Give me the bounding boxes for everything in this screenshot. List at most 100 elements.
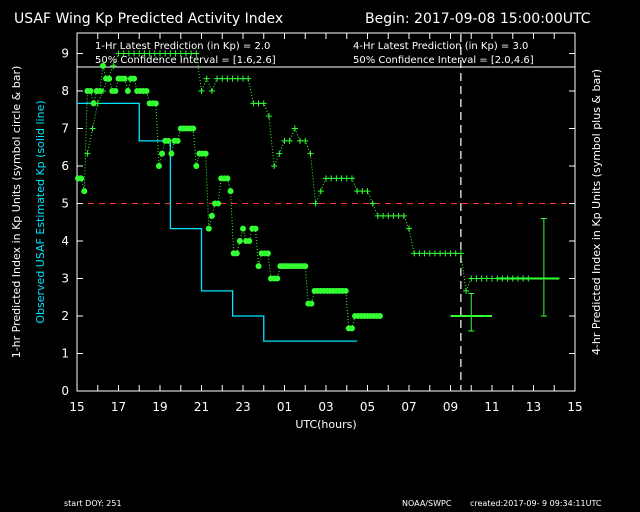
x-tick-label: 17 <box>111 400 126 414</box>
credit: NOAA/SWPC <box>402 499 452 508</box>
y-axis-label-right: 4-hr Predicted Index in Kp Units (symbol… <box>590 69 603 355</box>
predicted-4hr-point <box>146 50 153 57</box>
predicted-4hr-point <box>421 250 428 257</box>
predicted-4hr-point <box>437 250 444 257</box>
predicted-4hr-point <box>193 50 200 57</box>
predicted-1hr-point <box>121 75 128 82</box>
y-tick-label: 3 <box>61 272 69 286</box>
predicted-1hr-series <box>75 62 383 332</box>
y-tick-label: 5 <box>61 197 69 211</box>
predicted-4hr-point <box>110 62 117 69</box>
predicted-4hr-point <box>297 137 304 144</box>
predicted-4hr-point <box>447 250 454 257</box>
predicted-4hr-point <box>120 50 127 57</box>
y-tick-label: 6 <box>61 159 69 173</box>
predicted-4hr-point <box>338 175 345 182</box>
predicted-4hr-point <box>395 212 402 219</box>
predicted-4hr-point <box>214 75 221 82</box>
predicted-1hr-point <box>168 150 175 157</box>
predicted-4hr-point <box>390 212 397 219</box>
predicted-1hr-point <box>246 238 253 244</box>
predicted-1hr-point <box>348 325 355 332</box>
predicted-4hr-point <box>125 50 132 57</box>
predicted-4hr-point <box>245 75 252 82</box>
predicted-4hr-point <box>369 200 376 207</box>
predicted-1hr-point <box>81 188 88 195</box>
predicted-1hr-point <box>131 75 138 82</box>
predicted-1hr-point <box>99 62 106 69</box>
x-tick-label: 09 <box>443 400 458 414</box>
predicted-1hr-point <box>308 300 315 307</box>
predicted-1hr-point <box>78 175 85 182</box>
predicted-1hr-point <box>236 238 243 244</box>
predicted-1hr-point <box>152 100 159 107</box>
predicted-4hr-point <box>250 100 257 107</box>
observed-kp-series <box>77 102 358 342</box>
predicted-4hr-point <box>265 113 272 120</box>
predicted-1hr-point <box>342 287 349 294</box>
predicted-4hr-point <box>255 100 262 107</box>
y-axis-label-left-2: Observed USAF Estimated Kp (solid line) <box>34 100 47 323</box>
observed-kp-line <box>77 102 358 342</box>
predicted-4hr-point <box>224 75 231 82</box>
predicted-4hr-point <box>136 50 143 57</box>
predicted-1hr-point <box>274 275 281 282</box>
y-tick-label: 9 <box>61 47 69 61</box>
predicted-4hr-point <box>312 200 319 207</box>
x-tick-label: 19 <box>152 400 167 414</box>
latest-4hr-prediction: 4-Hr Latest Prediction (in Kp) = 3.0 <box>353 41 528 52</box>
predicted-4hr-point <box>84 150 91 157</box>
predicted-1hr-point <box>155 163 162 169</box>
predicted-4hr-point <box>203 75 210 82</box>
predicted-1hr-point <box>165 137 172 144</box>
predicted-4hr-point <box>302 137 309 144</box>
x-tick-label: 05 <box>360 400 375 414</box>
predicted-1hr-point <box>143 88 150 94</box>
predicted-4hr-point <box>406 225 412 232</box>
predicted-4hr-point <box>364 188 371 195</box>
x-tick-label: 15 <box>69 400 84 414</box>
y-tick-label: 4 <box>61 234 69 248</box>
y-tick-label: 1 <box>61 347 69 361</box>
ci-1hr: 50% Confidence Interval = [1.6,2.6] <box>95 55 276 66</box>
predicted-1hr-point <box>252 225 259 232</box>
created-time: created:2017-09- 9 09:34:11UTC <box>470 499 602 508</box>
predicted-4hr-point <box>380 212 387 219</box>
predicted-4hr-point <box>473 275 480 282</box>
predicted-1hr-point <box>264 250 271 257</box>
x-axis-label: UTC(hours) <box>295 418 356 431</box>
predicted-4hr-point <box>198 88 205 94</box>
predicted-4hr-point <box>468 275 475 282</box>
predicted-1hr-point <box>159 150 166 157</box>
predicted-4hr-point <box>307 150 314 157</box>
predicted-4hr-point <box>483 275 490 282</box>
x-axis-ticks: 15 17 19 21 23 01 03 05 07 09 11 13 15 <box>69 33 583 414</box>
predicted-1hr-point <box>193 163 200 169</box>
predicted-4hr-point <box>151 50 158 57</box>
y-axis-ticks: 0 1 2 3 4 5 6 7 8 9 <box>61 47 575 398</box>
y-tick-label: 8 <box>61 84 69 98</box>
predicted-1hr-point <box>106 75 113 82</box>
predicted-4hr-point <box>348 175 355 182</box>
predicted-4hr-point <box>260 100 267 107</box>
predicted-4hr-point <box>167 50 174 57</box>
predicted-4hr-point <box>343 175 350 182</box>
predicted-4hr-point <box>478 275 485 282</box>
predicted-4hr-point <box>208 88 215 94</box>
predicted-4hr-point <box>162 50 169 57</box>
predicted-4hr-point <box>400 212 407 219</box>
predicted-4hr-point <box>240 75 246 82</box>
predicted-4hr-point <box>131 50 138 57</box>
predicted-4hr-point <box>416 250 423 257</box>
predicted-4hr-point <box>431 250 438 257</box>
predicted-1hr-point <box>255 263 262 270</box>
predicted-4hr-series <box>84 50 532 294</box>
predicted-4hr-point <box>333 175 340 182</box>
predicted-4hr-point <box>452 250 459 257</box>
predicted-4hr-point <box>442 250 449 257</box>
predicted-4hr-point <box>276 150 283 157</box>
y-axis-label-left-1: 1-hr Predicted Index in Kp Units (symbol… <box>10 66 23 359</box>
